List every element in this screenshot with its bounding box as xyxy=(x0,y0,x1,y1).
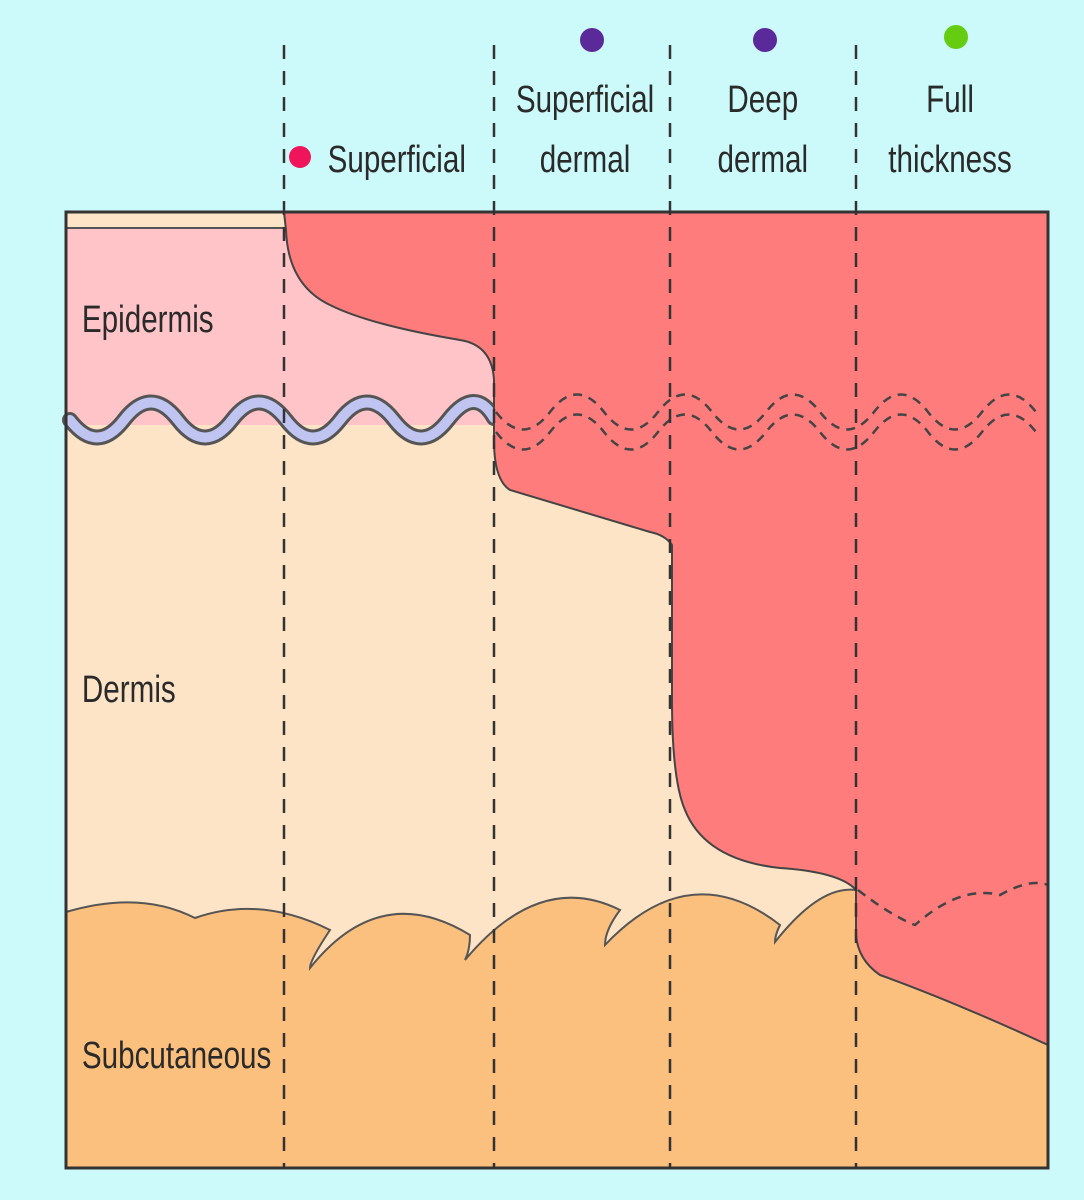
label-epidermis: Epidermis xyxy=(82,299,214,341)
superficial-dot xyxy=(289,146,311,168)
label-deep-dermal-2: dermal xyxy=(718,139,809,181)
label-full-thickness-1: Full xyxy=(926,79,974,121)
destroyed-fat-boundary xyxy=(857,881,1049,927)
label-superficial-dermal-1: Superficial xyxy=(516,79,654,121)
label-dermis: Dermis xyxy=(82,669,176,711)
label-superficial-dermal-2: dermal xyxy=(540,139,631,181)
label-superficial: Superficial xyxy=(328,139,466,181)
depth-dividers xyxy=(282,45,858,1168)
label-subcutaneous: Subcutaneous xyxy=(82,1035,271,1077)
superficial-dermal-dot xyxy=(580,28,604,52)
label-deep-dermal-1: Deep xyxy=(727,79,798,121)
label-full-thickness-2: thickness xyxy=(888,139,1012,181)
deep-dermal-dot xyxy=(753,28,777,52)
basement-membrane-fill xyxy=(65,397,499,443)
full-thickness-dot xyxy=(944,25,968,49)
diagram-frame xyxy=(64,210,1050,1170)
subcutaneous-layer xyxy=(65,888,1049,1169)
